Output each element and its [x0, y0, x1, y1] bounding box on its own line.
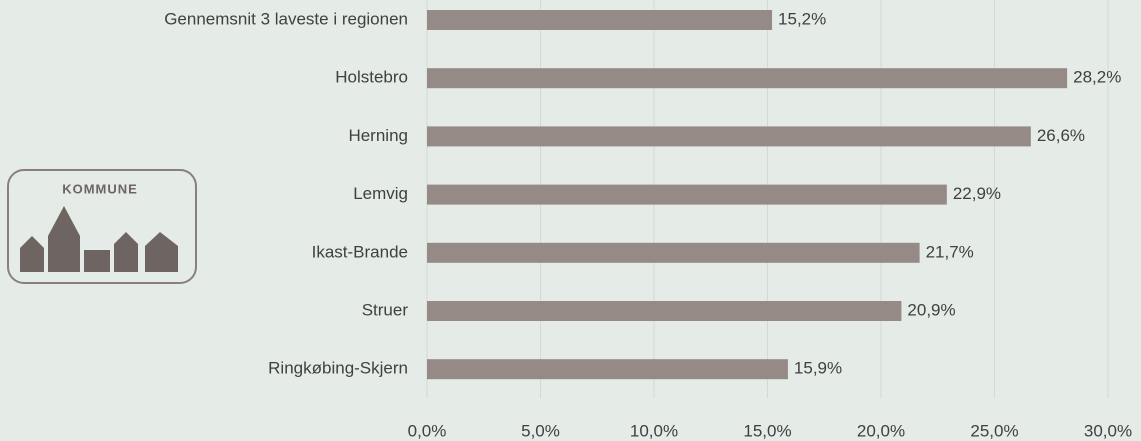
x-tick-label: 10,0%: [630, 421, 678, 440]
bar: [427, 126, 1031, 147]
value-label: 15,2%: [778, 9, 826, 28]
bar: [427, 68, 1068, 89]
logo-houses: [20, 206, 178, 272]
y-tick-label: Struer: [362, 300, 409, 319]
value-label: 26,6%: [1037, 126, 1085, 145]
bar: [427, 10, 773, 30]
x-tick-label: 20,0%: [857, 421, 905, 440]
logo-text: KOMMUNE: [62, 181, 138, 196]
x-tick-label: 15,0%: [743, 421, 791, 440]
x-tick-label: 25,0%: [970, 421, 1018, 440]
value-label: 20,9%: [907, 300, 955, 319]
value-label: 22,9%: [953, 184, 1001, 203]
y-tick-label: Gennemsnit 3 laveste i regionen: [164, 9, 408, 28]
bar: [427, 301, 902, 321]
y-tick-label: Lemvig: [353, 184, 408, 203]
logo-frame: [7, 169, 197, 284]
bar: [427, 184, 947, 205]
y-tick-label: Ringkøbing-Skjern: [268, 359, 408, 378]
x-tick-label: 5,0%: [521, 421, 560, 440]
logo: KOMMUNE: [7, 169, 197, 284]
value-label: 21,7%: [926, 242, 974, 261]
bar: [427, 359, 788, 380]
y-tick-label: Ikast-Brande: [312, 242, 408, 261]
bar: [427, 242, 920, 263]
x-tick-label: 0,0%: [408, 421, 447, 440]
value-label: 15,9%: [794, 359, 842, 378]
x-tick-label: 30,0%: [1084, 421, 1132, 440]
value-label: 28,2%: [1073, 68, 1121, 87]
y-tick-label: Holstebro: [335, 68, 408, 87]
y-tick-label: Herning: [348, 126, 408, 145]
